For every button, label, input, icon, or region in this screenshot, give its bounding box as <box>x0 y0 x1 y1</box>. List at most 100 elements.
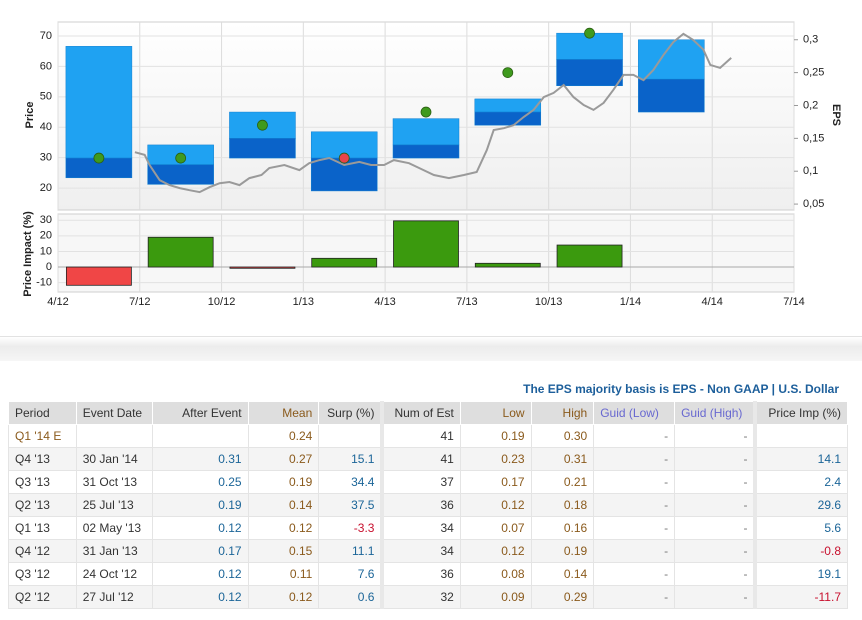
eps-range-low <box>638 78 705 113</box>
table-cell: 15.1 <box>318 447 383 471</box>
table-cell: 0.19 <box>459 424 532 448</box>
table-cell: 34.4 <box>318 470 383 494</box>
y-tick-label: 0 <box>46 261 52 273</box>
table-cell <box>75 424 153 448</box>
table-row: Q2 '12 27 Jul '12 0.12 0.12 0.6 32 0.09 0.29- - -… <box>8 585 849 609</box>
column-header: Low <box>459 401 532 425</box>
impact-bar <box>229 266 296 269</box>
table-caption: The EPS majority basis is EPS - Non GAAP… <box>523 382 839 396</box>
x-tick-label: 4/13 <box>374 296 395 308</box>
x-tick-label: 4/12 <box>47 296 68 308</box>
table-cell: 02 May '13 <box>75 516 153 540</box>
table-cell: 0.19 <box>151 493 249 517</box>
table-cell: 0.12 <box>151 516 249 540</box>
x-tick-label: 1/14 <box>620 296 641 308</box>
table-cell: - <box>593 447 676 471</box>
table-cell: 0.29 <box>530 585 595 609</box>
x-tick-label: 10/13 <box>535 296 563 308</box>
y-tick-label: 60 <box>40 60 52 72</box>
y-tick-label: -10 <box>36 277 52 289</box>
table-cell: 0.19 <box>530 539 595 563</box>
table-cell: - <box>674 516 756 540</box>
eps-actual-point <box>257 119 268 131</box>
y-tick-label: 20 <box>40 230 52 242</box>
table-cell: 0.18 <box>530 493 595 517</box>
price-line <box>134 32 732 194</box>
table-cell: 0.12 <box>459 539 532 563</box>
table-cell: 0.16 <box>530 516 595 540</box>
table-cell: Q1 '13 <box>8 516 77 540</box>
table-cell <box>151 424 249 448</box>
eps-actual-point <box>338 152 350 164</box>
table-cell: 36 <box>380 493 461 517</box>
x-tick-label: 10/12 <box>208 296 236 308</box>
table-cell: 0.15 <box>247 539 320 563</box>
table-cell: 19.1 <box>753 562 849 586</box>
table-cell: - <box>593 424 676 448</box>
marks <box>65 27 732 286</box>
y2-axis-title: EPS <box>830 104 842 126</box>
impact-axis-title: Price Impact (%) <box>22 211 34 297</box>
chart: Price EPS Price Impact (%) 4/12 7/12 10/12… <box>22 21 842 308</box>
table-cell: 0.17 <box>151 539 249 563</box>
table-cell: 7.6 <box>318 562 383 586</box>
column-header: Price Imp (%) <box>753 401 849 425</box>
eps-range-high <box>638 39 705 80</box>
y-tick-label: 50 <box>40 91 52 103</box>
table-cell: 0.09 <box>459 585 532 609</box>
table-cell: 0.07 <box>459 516 532 540</box>
table-cell: - <box>593 562 676 586</box>
eps-range-low <box>147 164 214 185</box>
y-tick-label: 70 <box>40 30 52 42</box>
eps-actual-point <box>502 67 514 79</box>
table-row: Q3 '13 31 Oct '13 0.25 0.19 34.4 37 0.17 0.21- -… <box>8 470 849 494</box>
column-header: Period <box>8 401 77 425</box>
table-cell: Q4 '13 <box>8 447 77 471</box>
table-cell: - <box>593 493 676 517</box>
eps-actual-point <box>584 27 595 39</box>
table-cell: 24 Oct '12 <box>75 562 153 586</box>
table-body: Q1 '14 E 0.24 41 0.19 0.30- - Q4 '13 30 Jan '14… <box>8 424 849 609</box>
table-cell: 0.14 <box>247 493 320 517</box>
table-cell: - <box>674 585 756 609</box>
table-cell: 0.12 <box>247 516 320 540</box>
eps-range-low <box>474 111 542 126</box>
y2-tick-label: 0,15 <box>803 132 824 144</box>
table-cell: 0.08 <box>459 562 532 586</box>
table-cell: 37.5 <box>318 493 383 517</box>
table-cell: 0.19 <box>247 470 320 494</box>
table-cell: 32 <box>380 585 461 609</box>
table-cell: 0.30 <box>530 424 595 448</box>
impact-bar <box>474 262 541 268</box>
eps-range-high <box>474 98 542 113</box>
table-cell: Q2 '13 <box>8 493 77 517</box>
table-cell: -3.3 <box>318 516 383 540</box>
y2-tick-label: 0,1 <box>803 165 818 177</box>
y2-tick-label: 0,05 <box>803 198 824 210</box>
table-cell <box>318 424 383 448</box>
table-row: Q1 '13 02 May '13 0.12 0.12 -3.3 34 0.07 0.16- -… <box>8 516 849 540</box>
y-tick-label: 20 <box>40 182 52 194</box>
y2-tick-label: 0,25 <box>803 67 824 79</box>
table-row: Q2 '13 25 Jul '13 0.19 0.14 37.5 36 0.12 0.18- -… <box>8 493 849 517</box>
table-row: Q3 '12 24 Oct '12 0.12 0.11 7.6 36 0.08 0.14- -1… <box>8 562 849 586</box>
table-cell: - <box>674 493 756 517</box>
table-cell: 0.21 <box>530 470 595 494</box>
table-cell: - <box>593 585 676 609</box>
table-cell: 0.12 <box>151 585 249 609</box>
column-header: Mean <box>247 401 320 425</box>
table-cell: - <box>674 470 756 494</box>
table-cell: 0.12 <box>151 562 249 586</box>
header-row: Period Event Date After Event Mean Surp (%) N… <box>8 401 849 425</box>
table-cell: - <box>593 539 676 563</box>
eps-actual-point <box>175 152 187 164</box>
table-cell: Q3 '13 <box>8 470 77 494</box>
table-cell: 34 <box>380 516 461 540</box>
table-cell: Q1 '14 E <box>8 424 77 448</box>
impact-bar <box>65 266 132 286</box>
x-tick-label: 7/13 <box>456 296 477 308</box>
table-cell: Q2 '12 <box>8 585 77 609</box>
x-tick-label: 4/14 <box>702 296 723 308</box>
table-cell: 30 Jan '14 <box>75 447 153 471</box>
